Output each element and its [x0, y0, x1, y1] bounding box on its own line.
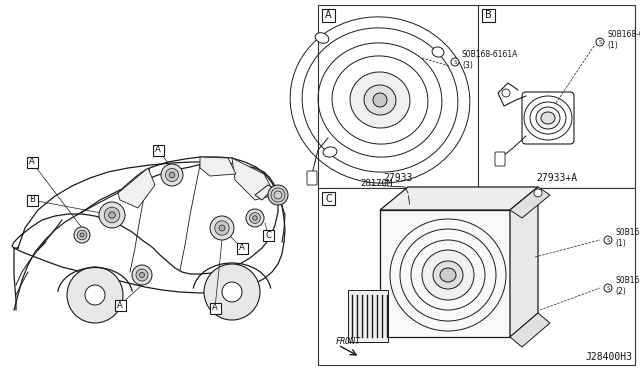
Circle shape — [604, 284, 612, 292]
Text: C: C — [325, 193, 332, 203]
FancyBboxPatch shape — [307, 171, 317, 185]
Circle shape — [74, 227, 90, 243]
FancyBboxPatch shape — [115, 299, 125, 311]
Ellipse shape — [373, 93, 387, 107]
Text: S0B168-6161A
(2): S0B168-6161A (2) — [615, 276, 640, 296]
Text: A: A — [239, 244, 245, 253]
Polygon shape — [510, 187, 538, 337]
FancyBboxPatch shape — [152, 144, 163, 155]
Polygon shape — [510, 187, 550, 218]
Text: 27933+A: 27933+A — [536, 173, 577, 183]
Bar — [478, 5, 635, 188]
Ellipse shape — [422, 250, 474, 300]
Circle shape — [169, 172, 175, 178]
Circle shape — [534, 189, 542, 197]
Circle shape — [502, 89, 510, 97]
Polygon shape — [380, 187, 538, 210]
FancyBboxPatch shape — [26, 195, 38, 205]
Text: A: A — [117, 301, 123, 310]
Circle shape — [253, 216, 257, 220]
Circle shape — [250, 213, 260, 224]
FancyBboxPatch shape — [237, 243, 248, 253]
Text: 27933: 27933 — [383, 173, 413, 183]
Circle shape — [99, 202, 125, 228]
Polygon shape — [200, 157, 236, 176]
Text: S: S — [606, 237, 610, 243]
Circle shape — [104, 207, 120, 223]
Text: A: A — [29, 157, 35, 167]
Text: A: A — [325, 10, 332, 20]
Ellipse shape — [323, 147, 337, 157]
Polygon shape — [255, 185, 274, 200]
Circle shape — [136, 269, 148, 281]
Text: 28170M: 28170M — [360, 179, 392, 187]
Circle shape — [451, 58, 459, 66]
Circle shape — [85, 285, 105, 305]
Circle shape — [161, 164, 183, 186]
Ellipse shape — [433, 261, 463, 289]
Ellipse shape — [316, 33, 329, 43]
FancyBboxPatch shape — [482, 9, 495, 22]
Ellipse shape — [541, 112, 555, 124]
Text: S: S — [598, 39, 602, 45]
Circle shape — [77, 230, 87, 240]
Circle shape — [204, 264, 260, 320]
Ellipse shape — [440, 268, 456, 282]
Circle shape — [165, 169, 179, 182]
Text: A: A — [155, 145, 161, 154]
Ellipse shape — [432, 47, 444, 57]
Text: FRONT: FRONT — [336, 337, 361, 346]
FancyBboxPatch shape — [262, 230, 273, 241]
Text: S0B168-6161A
(1): S0B168-6161A (1) — [615, 228, 640, 248]
FancyBboxPatch shape — [322, 192, 335, 205]
Circle shape — [109, 212, 115, 218]
Text: B: B — [29, 196, 35, 205]
Circle shape — [604, 236, 612, 244]
Circle shape — [219, 225, 225, 231]
Text: C: C — [265, 231, 271, 240]
Bar — [318, 188, 635, 365]
Circle shape — [215, 221, 229, 235]
Text: S0B168-6161A
(1): S0B168-6161A (1) — [607, 30, 640, 50]
Circle shape — [80, 233, 84, 237]
FancyBboxPatch shape — [495, 152, 505, 166]
Bar — [348, 290, 388, 342]
FancyBboxPatch shape — [26, 157, 38, 167]
Text: S0B168-6161A
(3): S0B168-6161A (3) — [462, 50, 518, 70]
Ellipse shape — [536, 107, 560, 129]
Ellipse shape — [350, 72, 410, 128]
Text: S: S — [453, 60, 457, 64]
Circle shape — [140, 273, 145, 278]
Polygon shape — [380, 210, 510, 337]
Text: A: A — [212, 304, 218, 312]
Circle shape — [268, 185, 288, 205]
Polygon shape — [510, 313, 550, 347]
Text: B: B — [485, 10, 492, 20]
Ellipse shape — [364, 85, 396, 115]
Circle shape — [222, 282, 242, 302]
Bar — [318, 5, 478, 188]
Circle shape — [246, 209, 264, 227]
Text: S: S — [606, 285, 610, 291]
Polygon shape — [118, 168, 155, 208]
Circle shape — [132, 265, 152, 285]
FancyBboxPatch shape — [209, 302, 221, 314]
FancyBboxPatch shape — [322, 9, 335, 22]
Polygon shape — [232, 158, 275, 200]
Circle shape — [210, 216, 234, 240]
Circle shape — [596, 38, 604, 46]
Circle shape — [67, 267, 123, 323]
Text: J28400H3: J28400H3 — [585, 352, 632, 362]
